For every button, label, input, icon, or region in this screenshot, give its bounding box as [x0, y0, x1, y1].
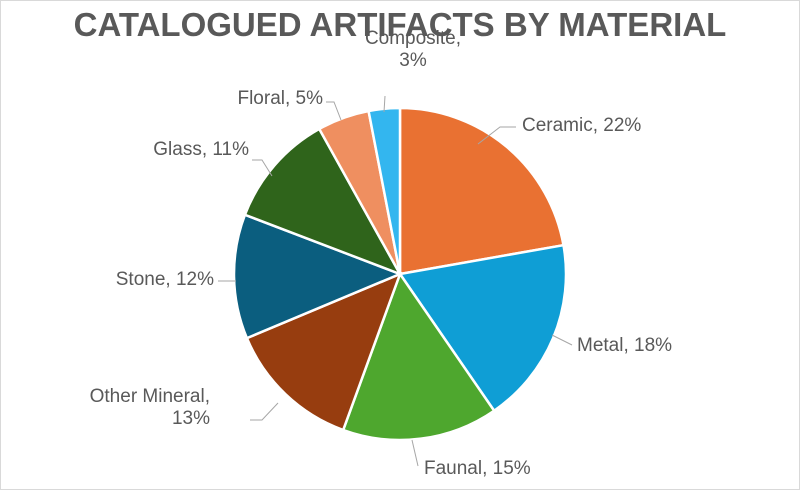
pie-slice-glass [243, 127, 403, 277]
pie-slice-ceramic [398, 106, 565, 276]
data-label-glass: Glass, 11% [153, 139, 249, 160]
data-label-floral: Floral, 5% [237, 88, 323, 109]
leader-line-glass [252, 159, 273, 177]
pie-slice-stone [232, 213, 404, 340]
data-label-composite: Composite, 3% [365, 28, 461, 71]
data-label-faunal: Faunal, 15% [424, 458, 531, 479]
pie-slice-other-mineral [245, 271, 403, 432]
leader-line-floral [326, 101, 342, 121]
leader-line-faunal [411, 439, 419, 467]
leader-line-other-mineral [250, 402, 279, 421]
data-label-ceramic: Ceramic, 22% [522, 115, 641, 136]
leader-line-ceramic [477, 126, 516, 145]
leader-line-composite [383, 95, 386, 113]
chart-title: CATALOGUED ARTIFACTS BY MATERIAL [73, 6, 727, 43]
data-label-other-mineral: Other Mineral, 13% [90, 386, 210, 429]
pie-slice-faunal [341, 271, 496, 442]
leader-line-metal [551, 334, 573, 346]
pie-slice-metal [397, 243, 568, 413]
data-label-metal: Metal, 18% [577, 335, 672, 356]
data-label-stone: Stone, 12% [116, 269, 214, 290]
